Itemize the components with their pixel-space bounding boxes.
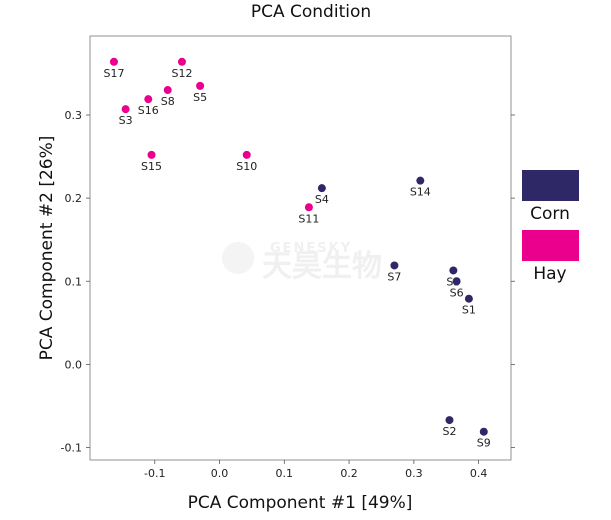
point-label: S14 <box>410 186 431 199</box>
point-corn <box>416 176 425 185</box>
legend-label-corn: Corn <box>530 204 570 224</box>
point-hay <box>147 150 156 159</box>
y-tick-label: 0.2 <box>65 192 83 205</box>
watermark-line1: GENESKY <box>270 241 352 256</box>
point-label: S9 <box>477 437 491 450</box>
point-hay <box>304 203 313 212</box>
point-label: S5 <box>193 91 207 104</box>
point-hay <box>242 150 251 159</box>
chart-title: PCA Condition <box>251 2 371 22</box>
point-label: S1 <box>462 304 476 317</box>
legend-label-hay: Hay <box>533 264 566 284</box>
watermark-logo-icon <box>222 242 254 274</box>
legend: Corn Hay <box>522 170 579 284</box>
point-corn <box>317 184 326 193</box>
watermark: GENESKY 天昊生物 <box>222 241 382 284</box>
y-tick-label: 0.3 <box>65 109 83 122</box>
y-axis-title: PCA Component #2 [26%] <box>37 136 57 361</box>
data-points: S4S14S7S3S6S1S2S9S17S12S5S8S16S3S15S10S1… <box>103 57 491 450</box>
x-axis-title: PCA Component #1 [49%] <box>188 493 413 513</box>
watermark-line2: 天昊生物 <box>262 249 382 284</box>
y-tick-label: 0.1 <box>65 275 83 288</box>
point-label: S11 <box>298 212 319 225</box>
point-corn <box>390 261 399 270</box>
legend-swatch-hay <box>522 230 579 261</box>
point-hay <box>196 81 205 90</box>
point-label: S8 <box>161 95 175 108</box>
x-tick-label: -0.1 <box>144 467 165 480</box>
x-tick-label: 0.4 <box>470 467 488 480</box>
point-label: S2 <box>442 425 456 438</box>
point-label: S15 <box>141 160 162 173</box>
plot-frame <box>89 35 512 461</box>
point-corn <box>452 277 461 286</box>
y-axis: -0.1 0.0 0.1 0.2 0.3 <box>61 109 515 455</box>
point-label: S7 <box>387 270 401 283</box>
point-hay <box>109 57 118 66</box>
point-label: S3 <box>119 114 133 127</box>
x-tick-label: 0.1 <box>276 467 294 480</box>
x-tick-label: 0.0 <box>211 467 229 480</box>
point-label: S16 <box>138 104 159 117</box>
point-hay <box>121 105 130 114</box>
point-label: S4 <box>315 193 329 206</box>
legend-swatch-corn <box>522 170 579 201</box>
point-label: S17 <box>103 67 124 80</box>
point-label: S10 <box>236 160 257 173</box>
point-hay <box>144 95 153 104</box>
point-corn <box>479 427 488 436</box>
x-tick-label: 0.2 <box>340 467 358 480</box>
y-tick-label: 0.0 <box>65 358 83 371</box>
point-hay <box>163 86 172 95</box>
point-label: S6 <box>450 286 464 299</box>
x-axis: -0.1 0.0 0.1 0.2 0.3 0.4 <box>144 460 487 480</box>
point-label: S12 <box>171 67 192 80</box>
point-corn <box>464 294 473 303</box>
point-corn <box>445 416 454 425</box>
point-corn <box>449 266 458 275</box>
point-hay <box>177 57 186 66</box>
y-tick-label: -0.1 <box>61 442 82 455</box>
x-tick-label: 0.3 <box>405 467 423 480</box>
